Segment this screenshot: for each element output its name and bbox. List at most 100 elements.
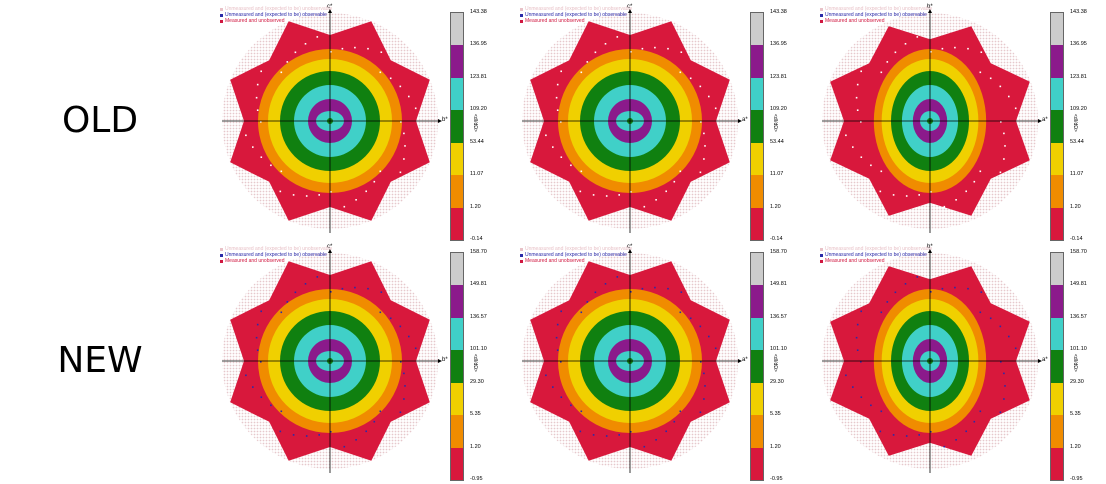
observable-marker: [870, 164, 872, 167]
axis-label-up: b*: [927, 4, 933, 10]
colorbar: [750, 252, 764, 481]
observable-marker: [570, 164, 572, 167]
observable-marker: [943, 205, 946, 208]
legend-entry: Unmeasured and (expected to be) unobserv…: [220, 246, 332, 252]
observable-marker: [280, 410, 283, 413]
observable-marker: [399, 411, 402, 414]
observable-marker: [679, 311, 682, 314]
observable-marker: [980, 51, 983, 53]
observable-marker: [403, 398, 405, 400]
observable-marker: [1008, 95, 1010, 98]
colorbar-tick-label: 158.70: [770, 249, 787, 255]
row-label-old: OLD: [61, 100, 139, 141]
colorbar-tick-label: 1.20: [770, 443, 781, 450]
legend-entry: Unmeasured and (expected to be) unobserv…: [820, 6, 932, 12]
observable-marker: [941, 47, 944, 50]
observable-marker: [552, 386, 554, 388]
observable-marker: [256, 323, 259, 326]
observable-marker: [279, 430, 282, 433]
observable-marker: [965, 430, 967, 433]
colorbar-segment: [451, 142, 463, 176]
observable-marker: [870, 404, 872, 407]
colorbar-tick-label: 158.70: [470, 249, 487, 255]
observable-marker: [665, 430, 667, 433]
map-legend: Unmeasured and (expected to be) unobserv…: [220, 246, 332, 264]
arrow-right-icon: [738, 359, 742, 363]
colorbar-tick-label: 101.10: [770, 346, 787, 353]
observable-marker: [1000, 361, 1002, 363]
legend-label: Unmeasured and (expected to be) unobserv…: [225, 246, 333, 252]
colorbar-segment: [451, 77, 463, 111]
observable-marker: [592, 434, 595, 436]
observable-marker: [330, 291, 332, 293]
observable-marker: [580, 170, 583, 173]
observable-marker: [904, 283, 907, 285]
colorbar-tick-label: 101.10: [1070, 346, 1087, 353]
observable-marker: [860, 361, 862, 363]
observable-marker: [399, 85, 402, 88]
colorbar-segment: [751, 13, 763, 46]
colorbar-tick-label: -0.95: [470, 476, 483, 482]
observable-marker: [630, 191, 632, 193]
observable-marker: [400, 121, 402, 123]
observable-marker: [689, 77, 692, 80]
observable-marker: [404, 145, 406, 147]
colorbar-tick-label: 29.30: [770, 378, 784, 385]
legend-swatch-icon: [820, 259, 823, 263]
colorbar-segment: [451, 382, 463, 416]
observable-marker: [703, 158, 705, 160]
observable-marker: [630, 291, 632, 293]
legend-label: Measured and unobserved: [825, 258, 885, 264]
observable-marker: [905, 435, 908, 437]
observable-marker: [699, 85, 702, 88]
observable-marker: [979, 170, 982, 173]
colorbar-segment: [1051, 45, 1063, 78]
colorbar-tick-label: 1.20: [1070, 443, 1081, 450]
legend-label: Unmeasured and (expected to be) unobserv…: [225, 6, 333, 12]
colorbar-tick-label: 136.95: [470, 41, 487, 48]
observable-marker: [894, 291, 897, 294]
observable-marker: [999, 325, 1002, 328]
observable-marker: [270, 164, 272, 167]
colorbar-segment: [451, 207, 463, 240]
colorbar-tick-label: 136.95: [1070, 41, 1087, 48]
colorbar-tick-label: 11.07: [470, 171, 484, 178]
observable-marker: [879, 430, 882, 433]
legend-entry: Unmeasured and (expected to be) observab…: [520, 12, 632, 18]
legend-swatch-icon: [820, 7, 823, 11]
observable-marker: [708, 95, 710, 98]
colorbar: [1050, 252, 1064, 481]
colorbar-tick-label: 53.44: [1070, 138, 1084, 145]
legend-label: Measured and unobserved: [825, 18, 885, 24]
observable-marker: [255, 336, 258, 339]
legend-entry: Measured and unobserved: [520, 258, 632, 264]
colorbar-tick-label: 136.57: [770, 313, 787, 320]
axis-label-up: c*: [327, 244, 333, 250]
colorbar-segment: [751, 45, 763, 78]
reciprocal-space-map: [222, 249, 442, 473]
legend-entry: Measured and unobserved: [820, 258, 932, 264]
observable-marker: [252, 386, 254, 388]
legend-swatch-icon: [820, 13, 823, 17]
observable-marker: [673, 420, 676, 423]
observable-marker: [316, 36, 319, 38]
observable-marker: [616, 36, 619, 38]
legend-entry: Unmeasured and (expected to be) unobserv…: [520, 6, 632, 12]
observable-marker: [860, 70, 862, 73]
observable-marker: [280, 311, 283, 314]
observable-marker: [618, 434, 620, 436]
observable-marker: [703, 132, 705, 135]
legend-entry: Measured and unobserved: [220, 258, 332, 264]
scattering-map-panel-old-1: c* b* Unmeasured and (expected to be) unob…: [208, 4, 508, 244]
observable-marker: [679, 410, 682, 413]
colorbar-title: <dI/dΩ>: [1072, 114, 1078, 132]
observable-marker: [1014, 107, 1017, 110]
legend-label: Measured and unobserved: [525, 18, 585, 24]
arrow-up-icon: [328, 9, 332, 13]
legend-swatch-icon: [820, 253, 823, 257]
arrow-up-icon: [928, 249, 932, 253]
observable-marker: [292, 194, 295, 196]
reciprocal-space-map: [222, 9, 442, 233]
colorbar-segment: [451, 45, 463, 78]
arrow-right-icon: [438, 359, 442, 363]
